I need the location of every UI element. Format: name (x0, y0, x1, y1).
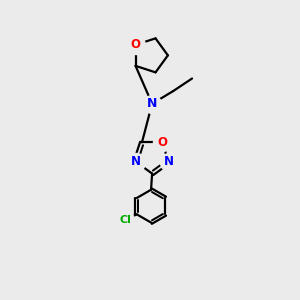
Text: Cl: Cl (119, 214, 131, 225)
Text: N: N (164, 155, 173, 168)
Text: O: O (157, 136, 167, 149)
Text: N: N (147, 97, 157, 110)
Text: O: O (130, 38, 140, 51)
Text: N: N (131, 155, 141, 168)
